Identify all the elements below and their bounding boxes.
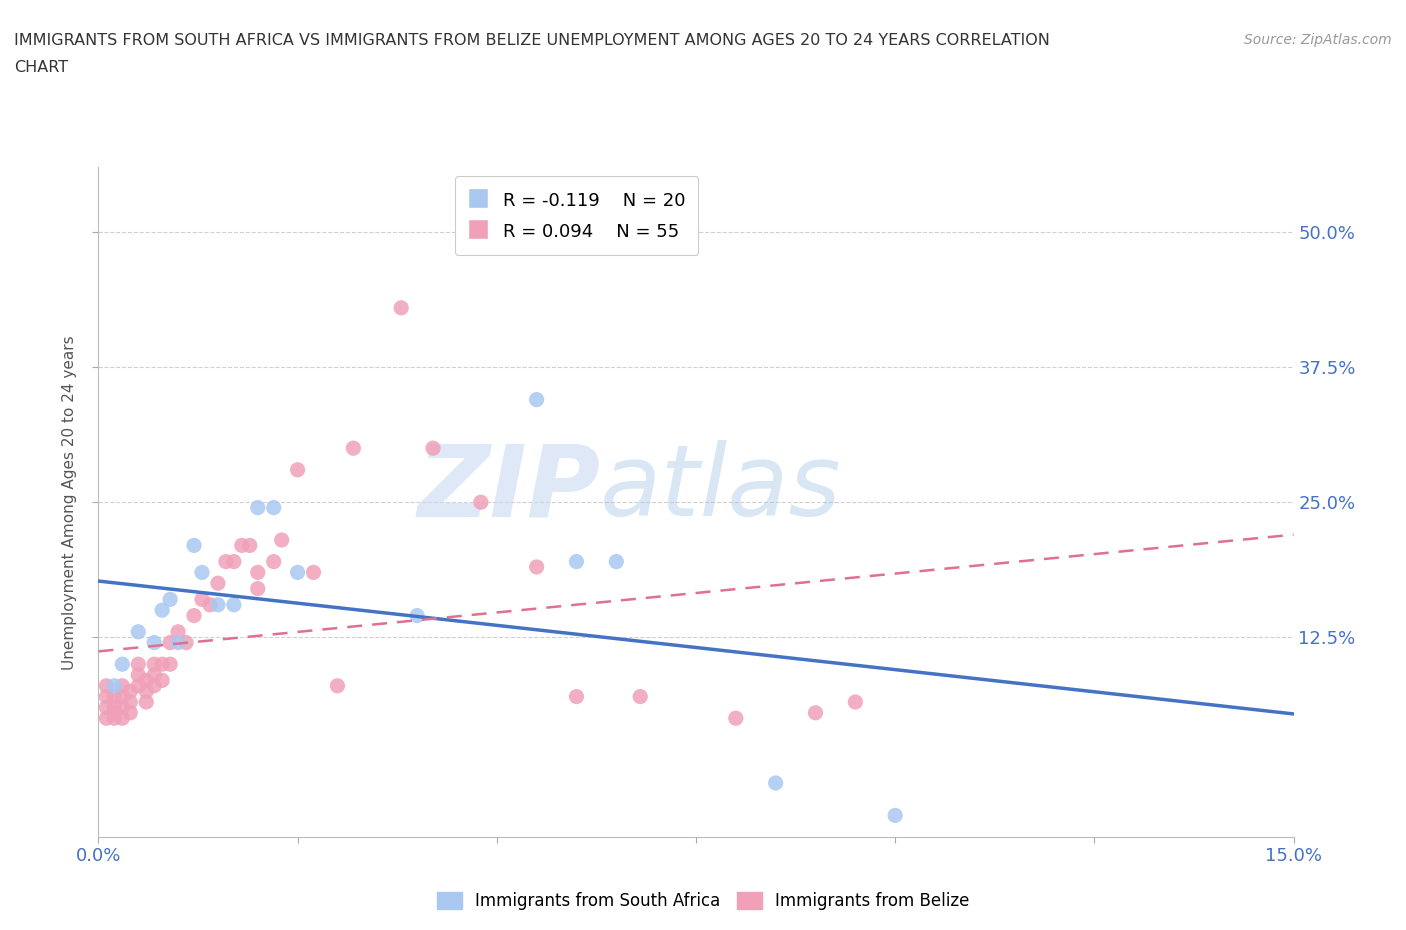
Point bbox=[167, 624, 190, 639]
Point bbox=[183, 608, 205, 623]
Point bbox=[389, 300, 412, 315]
Point bbox=[103, 711, 125, 725]
Point bbox=[198, 597, 221, 612]
Point bbox=[150, 673, 173, 688]
Point bbox=[135, 695, 157, 710]
Text: CHART: CHART bbox=[14, 60, 67, 75]
Text: ZIP: ZIP bbox=[418, 440, 600, 538]
Point bbox=[127, 678, 149, 693]
Point bbox=[326, 678, 349, 693]
Point bbox=[120, 684, 142, 698]
Point bbox=[239, 538, 262, 552]
Point bbox=[143, 668, 166, 683]
Point bbox=[765, 776, 787, 790]
Point bbox=[565, 554, 588, 569]
Point bbox=[724, 711, 747, 725]
Point bbox=[191, 592, 214, 607]
Point bbox=[222, 554, 245, 569]
Text: atlas: atlas bbox=[600, 440, 842, 538]
Point bbox=[526, 560, 548, 575]
Point bbox=[406, 608, 429, 623]
Point bbox=[103, 678, 125, 693]
Text: Source: ZipAtlas.com: Source: ZipAtlas.com bbox=[1244, 33, 1392, 46]
Point bbox=[150, 603, 173, 618]
Point bbox=[111, 700, 134, 715]
Point bbox=[565, 689, 588, 704]
Point bbox=[287, 565, 309, 579]
Point bbox=[103, 700, 125, 715]
Point bbox=[127, 657, 149, 671]
Point bbox=[263, 554, 285, 569]
Point bbox=[231, 538, 253, 552]
Point bbox=[111, 689, 134, 704]
Point bbox=[526, 392, 548, 407]
Point bbox=[103, 689, 125, 704]
Point bbox=[246, 565, 269, 579]
Y-axis label: Unemployment Among Ages 20 to 24 years: Unemployment Among Ages 20 to 24 years bbox=[62, 335, 77, 670]
Point bbox=[111, 657, 134, 671]
Point bbox=[287, 462, 309, 477]
Point bbox=[605, 554, 627, 569]
Point bbox=[127, 668, 149, 683]
Text: IMMIGRANTS FROM SOUTH AFRICA VS IMMIGRANTS FROM BELIZE UNEMPLOYMENT AMONG AGES 2: IMMIGRANTS FROM SOUTH AFRICA VS IMMIGRAN… bbox=[14, 33, 1050, 47]
Point bbox=[183, 538, 205, 552]
Point bbox=[191, 565, 214, 579]
Point bbox=[628, 689, 651, 704]
Point bbox=[470, 495, 492, 510]
Point bbox=[884, 808, 907, 823]
Point bbox=[111, 711, 134, 725]
Point bbox=[246, 581, 269, 596]
Point bbox=[174, 635, 197, 650]
Point bbox=[96, 689, 118, 704]
Point bbox=[159, 592, 181, 607]
Point bbox=[143, 657, 166, 671]
Point bbox=[167, 635, 190, 650]
Point bbox=[804, 705, 827, 720]
Point bbox=[222, 597, 245, 612]
Legend: R = -0.119    N = 20, R = 0.094    N = 55: R = -0.119 N = 20, R = 0.094 N = 55 bbox=[454, 177, 699, 255]
Point bbox=[103, 705, 125, 720]
Point bbox=[120, 705, 142, 720]
Point bbox=[215, 554, 238, 569]
Point bbox=[96, 700, 118, 715]
Point bbox=[207, 576, 229, 591]
Point bbox=[159, 635, 181, 650]
Point bbox=[135, 673, 157, 688]
Point bbox=[150, 657, 173, 671]
Point bbox=[143, 635, 166, 650]
Point bbox=[302, 565, 325, 579]
Point bbox=[96, 678, 118, 693]
Point bbox=[135, 684, 157, 698]
Point bbox=[120, 695, 142, 710]
Point bbox=[263, 500, 285, 515]
Point bbox=[111, 678, 134, 693]
Point bbox=[270, 533, 292, 548]
Point bbox=[207, 597, 229, 612]
Point bbox=[246, 500, 269, 515]
Point bbox=[143, 678, 166, 693]
Point bbox=[342, 441, 364, 456]
Point bbox=[127, 624, 149, 639]
Point bbox=[422, 441, 444, 456]
Point bbox=[159, 657, 181, 671]
Legend: Immigrants from South Africa, Immigrants from Belize: Immigrants from South Africa, Immigrants… bbox=[430, 885, 976, 917]
Point bbox=[96, 711, 118, 725]
Point bbox=[844, 695, 866, 710]
